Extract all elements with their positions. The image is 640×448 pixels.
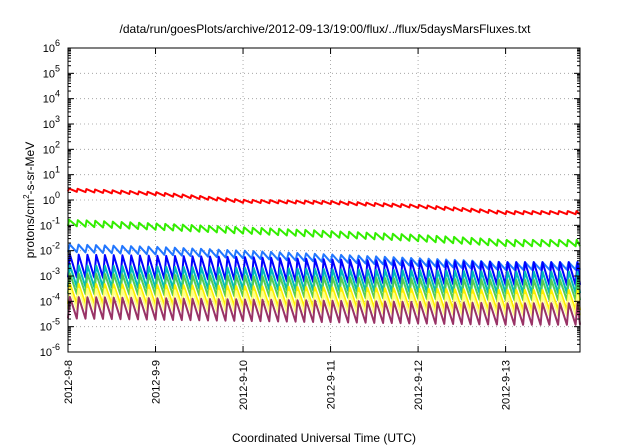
y-tick-label: 100 (43, 190, 60, 207)
y-axis-label: protons/cm2-s-sr-MeV (22, 142, 37, 258)
series-line-2 (67, 218, 581, 248)
y-tick-label: 104 (43, 89, 60, 106)
y-tick-label: 103 (43, 114, 60, 131)
y-tick-label: 10-5 (40, 317, 60, 334)
chart-title: /data/run/goesPlots/archive/2012-09-13/1… (120, 22, 532, 36)
series-line-1 (67, 187, 581, 216)
x-tick-label: 2012-9-8 (63, 360, 75, 404)
y-tick-label: 10-1 (40, 215, 60, 232)
y-tick-label: 10-2 (40, 241, 60, 258)
x-tick-label: 2012-9-13 (501, 360, 513, 410)
x-axis-ticks: 2012-9-8 2012-9-9 2012-9-10 2012-9-11 2012-9… (63, 48, 513, 410)
y-axis-ticks: 10-6 10-5 10-4 10-3 10-2 10-1 100 101 102 103 104 1… (40, 38, 580, 359)
y-tick-label: 101 (43, 165, 60, 182)
x-tick-label: 2012-9-11 (326, 360, 338, 409)
series-group (67, 187, 581, 326)
y-tick-label: 105 (43, 63, 60, 80)
x-tick-label: 2012-9-10 (238, 360, 250, 410)
y-tick-label: 102 (43, 139, 60, 156)
y-axis-label-base: protons/cm (23, 199, 37, 258)
y-tick-label: 10-3 (40, 266, 60, 283)
y-axis-label-rest: -s-sr-MeV (23, 142, 37, 195)
y-tick-label: 10-4 (40, 291, 60, 308)
y-tick-label: 106 (43, 38, 60, 55)
x-axis-label: Coordinated Universal Time (UTC) (232, 431, 416, 445)
series-line-9 (67, 295, 581, 326)
x-tick-label: 2012-9-12 (413, 360, 425, 410)
x-tick-label: 2012-9-9 (151, 360, 163, 404)
y-axis-label-sup: 2 (22, 194, 31, 199)
y-tick-label: 10-6 (40, 342, 60, 359)
